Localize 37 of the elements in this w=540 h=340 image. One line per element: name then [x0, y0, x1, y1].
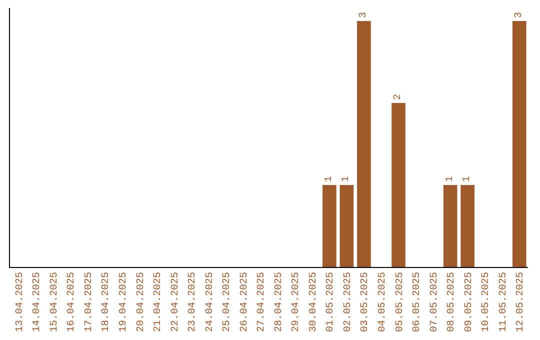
x-tick-label: 24.04.2025: [204, 272, 216, 332]
x-tick-label: 06.05.2025: [412, 272, 424, 332]
x-tick-label: 29.04.2025: [291, 272, 302, 332]
x-tick-label: 16.04.2025: [66, 272, 78, 332]
x-tick-label: 03.05.2025: [360, 272, 372, 332]
x-tick-label: 15.04.2025: [49, 272, 60, 332]
x-tick-label: 25.04.2025: [222, 272, 234, 332]
data-label: 1: [444, 176, 456, 182]
x-tick-label: 10.05.2025: [481, 272, 492, 332]
data-label: 3: [358, 12, 370, 18]
x-tick-label: 17.04.2025: [84, 272, 95, 332]
x-tick-label: 28.04.2025: [274, 272, 285, 332]
data-label: 2: [393, 94, 404, 100]
x-tick-label: 14.04.2025: [32, 272, 44, 332]
x-tick-label: 12.05.2025: [516, 272, 527, 332]
data-label: 1: [324, 176, 335, 182]
x-tick-label: 21.04.2025: [153, 272, 164, 332]
x-tick-label: 30.04.2025: [308, 272, 320, 332]
x-tick-label: 23.04.2025: [188, 272, 199, 332]
data-label: 1: [341, 176, 352, 182]
x-tick-label: 26.04.2025: [239, 272, 250, 332]
x-tick-label: 01.05.2025: [326, 272, 337, 332]
x-tick-label: 19.04.2025: [118, 272, 130, 332]
x-tick-label: 09.05.2025: [464, 272, 475, 332]
x-tick-label: 20.04.2025: [136, 272, 147, 332]
x-tick-label: 08.05.2025: [446, 272, 458, 332]
x-tick-label: 13.04.2025: [14, 272, 26, 332]
x-tick-label: 05.05.2025: [394, 272, 406, 332]
x-tick-label: 11.05.2025: [498, 272, 510, 332]
x-tick-label: 04.05.2025: [377, 272, 388, 332]
x-tick-label: 27.04.2025: [256, 272, 268, 332]
data-label: 1: [462, 176, 474, 182]
x-tick-label: 22.04.2025: [170, 272, 182, 332]
data-label: 3: [514, 12, 525, 18]
x-tick-label: 07.05.2025: [429, 272, 440, 332]
x-tick-label: 02.05.2025: [342, 272, 354, 332]
x-tick-label: 18.04.2025: [101, 272, 112, 332]
